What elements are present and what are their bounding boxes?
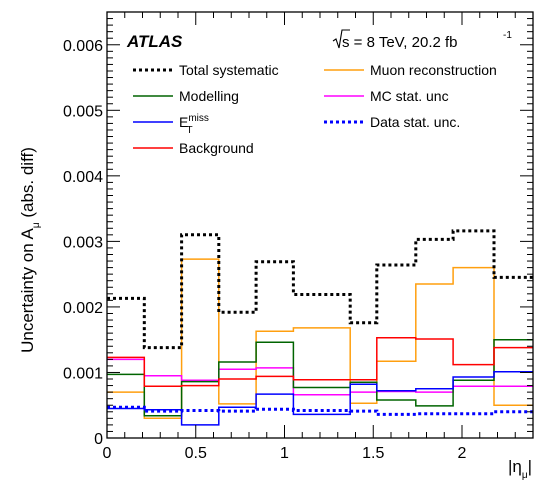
- legend-entry: Background: [133, 140, 254, 156]
- legend-entry: Emiss T: [133, 113, 209, 136]
- y-tick-label: 0.002: [63, 300, 103, 317]
- legend-label: Emiss T: [179, 113, 209, 136]
- x-tick-label: 1.5: [362, 445, 384, 462]
- x-axis-title-main: |η: [508, 457, 522, 476]
- legend-label: Total systematic: [179, 62, 279, 78]
- legend-entry: MC stat. unc: [324, 88, 449, 104]
- x-axis-title-text: |ημ|: [508, 457, 532, 481]
- y-tick-label: 0.003: [63, 234, 103, 251]
- x-axis-title-sub: μ: [522, 470, 528, 481]
- series-data-stat-unc-line: [107, 405, 533, 416]
- axes: 0 0.001 0.002 0.003 0.004 0.005 0.006 0 0.5 1 1.5 2: [63, 11, 534, 462]
- x-tick-label: 0: [103, 445, 112, 462]
- series-layer: [107, 229, 533, 426]
- atlas-label: ATLAS: [126, 32, 183, 51]
- y-tick-label: 0.005: [63, 103, 103, 120]
- y-axis-title: Uncertainty on Aμ (abs. diff): [18, 147, 42, 353]
- series-e-line: [107, 371, 533, 426]
- series-modelling-line: [107, 338, 533, 417]
- energy-exponent: -1: [503, 30, 512, 41]
- x-tick-label: 2: [458, 445, 467, 462]
- legend-label: MC stat. unc: [370, 88, 449, 104]
- legend-entry: Data stat. unc.: [324, 114, 460, 130]
- x-tick-label: 1: [280, 445, 289, 462]
- legend-entry: Muon reconstruction: [324, 62, 497, 78]
- y-axis-title-text: Uncertainty on Aμ (abs. diff): [18, 147, 42, 353]
- x-axis-title-close: |: [528, 457, 532, 476]
- legend-entry: Modelling: [133, 88, 239, 104]
- legend: Total systematic Modelling Emiss T Backgroun…: [133, 62, 497, 156]
- y-axis-title-sub: μ: [31, 222, 42, 228]
- y-axis-title-suffix: (abs. diff): [18, 147, 37, 222]
- y-tick-label: 0.004: [63, 169, 103, 186]
- y-tick-label: 0.006: [63, 38, 103, 55]
- legend-label: Muon reconstruction: [370, 62, 497, 78]
- energy-label: s = 8 TeV, 20.2 fb -1: [332, 29, 512, 51]
- y-tick-label: 0: [94, 431, 103, 448]
- x-axis-title: |ημ|: [508, 457, 532, 481]
- legend-label: Modelling: [179, 88, 239, 104]
- series-background-line: [107, 336, 533, 387]
- sqrt-sign: [332, 29, 350, 49]
- legend-label: Background: [179, 140, 254, 156]
- legend-entry: Total systematic: [133, 62, 279, 78]
- series-total-systematic-line: [107, 229, 533, 350]
- y-axis-title-main: Uncertainty on A: [18, 228, 37, 353]
- legend-label: Data stat. unc.: [370, 114, 460, 130]
- y-tick-label: 0.001: [63, 365, 103, 382]
- energy-text: s = 8 TeV, 20.2 fb: [342, 34, 458, 51]
- x-tick-label: 0.5: [185, 445, 207, 462]
